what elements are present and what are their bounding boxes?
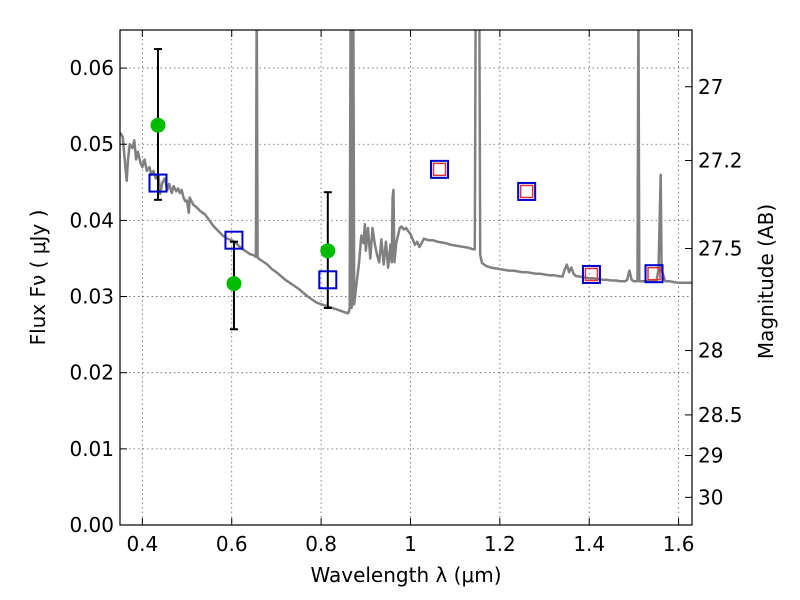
- x-tick-label: 1: [404, 532, 417, 556]
- right-tick-label: 27: [698, 75, 723, 99]
- x-tick-label: 0.6: [216, 532, 248, 556]
- series-layer: [120, 30, 692, 331]
- y-tick-label: 0.00: [69, 513, 114, 537]
- right-tick-label: 27.2: [698, 148, 743, 172]
- observed-flux-point: [226, 276, 242, 292]
- model-flux-square: [644, 264, 664, 284]
- x-tick-label: 0.8: [305, 532, 337, 556]
- model-spectrum-line: [120, 30, 692, 315]
- right-axis-title: Magnitude (AB): [754, 204, 778, 359]
- grid-layer: [120, 30, 692, 526]
- tick-layer: 0.4 0.6 0.8 1 1.2 1.4 1.6 0.00 0.01 0.02 0.03 0.04 0…: [69, 30, 743, 556]
- model-flux-square: [430, 159, 450, 179]
- y-axis-title: Flux Fν ( μJy ): [26, 210, 50, 346]
- right-tick-label: 28.5: [698, 403, 743, 427]
- synthetic-flux-square: [432, 162, 447, 177]
- y-tick-label: 0.02: [69, 361, 114, 385]
- observed-flux-point: [320, 243, 336, 259]
- x-axis-title: Wavelength λ (μm): [310, 563, 501, 587]
- y-tick-label: 0.05: [69, 132, 114, 156]
- observed-flux-point: [150, 117, 166, 133]
- synthetic-flux-square: [647, 266, 661, 281]
- y-tick-label: 0.03: [69, 285, 114, 309]
- y-tick-label: 0.04: [69, 208, 114, 232]
- right-tick-label: 30: [698, 485, 723, 509]
- synthetic-flux-square: [584, 267, 599, 282]
- right-tick-label: 29: [698, 444, 723, 468]
- model-flux-square: [224, 230, 244, 250]
- y-tick-label: 0.06: [69, 56, 114, 80]
- plot-frame: [119, 29, 693, 526]
- right-tick-label: 27.5: [698, 236, 743, 260]
- x-tick-label: 1.4: [573, 532, 605, 556]
- model-flux-square: [318, 270, 338, 290]
- model-flux-square: [148, 173, 168, 193]
- synthetic-flux-square: [519, 184, 534, 199]
- x-tick-label: 1.6: [663, 532, 695, 556]
- model-flux-square: [517, 181, 537, 201]
- x-tick-label: 1.2: [484, 532, 516, 556]
- x-tick-label: 0.4: [126, 532, 158, 556]
- model-flux-square: [581, 264, 601, 284]
- right-tick-label: 28: [698, 339, 723, 363]
- y-tick-label: 0.01: [69, 437, 114, 461]
